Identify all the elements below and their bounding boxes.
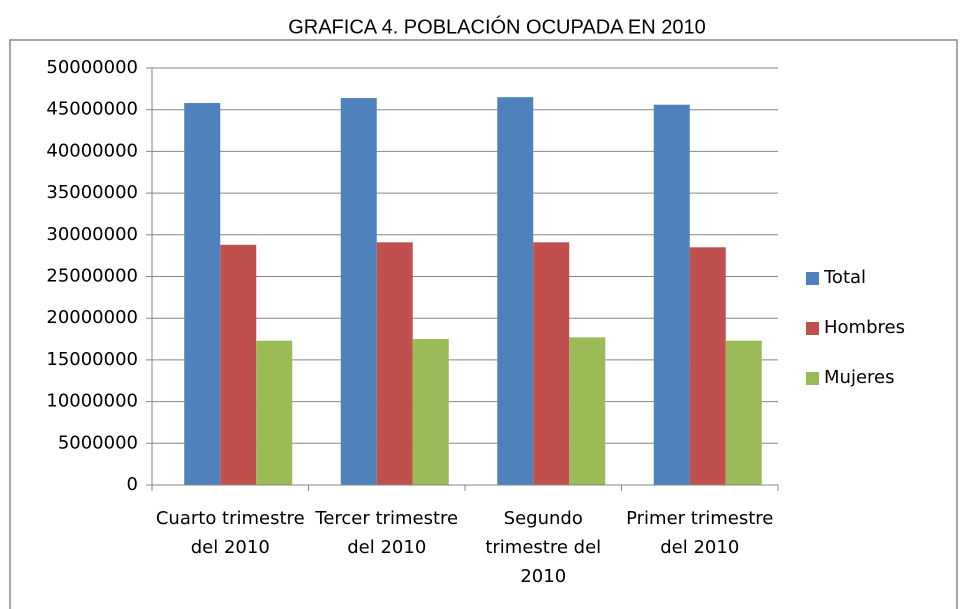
x-tick-label: Cuarto trimestre del 2010 bbox=[155, 508, 305, 558]
legend-label: Hombres bbox=[824, 317, 905, 338]
x-tick-label: Primer trimestre del 2010 bbox=[626, 508, 774, 558]
bar bbox=[376, 242, 413, 485]
y-tick-label: 45000000 bbox=[46, 99, 138, 120]
bar bbox=[689, 247, 726, 485]
legend-label: Mujeres bbox=[824, 367, 894, 388]
y-tick-label: 50000000 bbox=[46, 57, 138, 78]
bar bbox=[256, 340, 293, 485]
bar bbox=[340, 98, 377, 486]
y-tick-label: 0 bbox=[127, 474, 138, 495]
bar bbox=[533, 242, 570, 485]
bar bbox=[220, 244, 257, 485]
bar bbox=[569, 337, 606, 485]
y-tick-label: 35000000 bbox=[46, 182, 138, 203]
y-tick-label: 30000000 bbox=[46, 224, 138, 245]
bar bbox=[725, 340, 762, 485]
bar bbox=[497, 97, 534, 485]
legend-swatch bbox=[806, 272, 819, 285]
legend-label: Total bbox=[823, 267, 866, 288]
legend-swatch bbox=[806, 322, 819, 335]
x-tick-label: Tercer trimestre del 2010 bbox=[315, 508, 459, 558]
legend-swatch bbox=[806, 372, 819, 385]
bar bbox=[184, 103, 221, 485]
bar bbox=[653, 104, 690, 486]
y-tick-label: 25000000 bbox=[46, 266, 138, 287]
y-tick-label: 5000000 bbox=[58, 432, 138, 453]
y-tick-label: 20000000 bbox=[46, 307, 138, 328]
y-tick-label: 10000000 bbox=[46, 391, 138, 412]
x-tick-label: Segundo trimestre del 2010 bbox=[485, 508, 602, 587]
y-tick-label: 40000000 bbox=[46, 140, 138, 161]
chart-frame bbox=[9, 39, 958, 609]
y-tick-label: 15000000 bbox=[46, 349, 138, 370]
chart-title: GRAFICA 4. POBLACIÓN OCUPADA EN 2010 bbox=[288, 15, 706, 38]
bar bbox=[412, 339, 449, 485]
